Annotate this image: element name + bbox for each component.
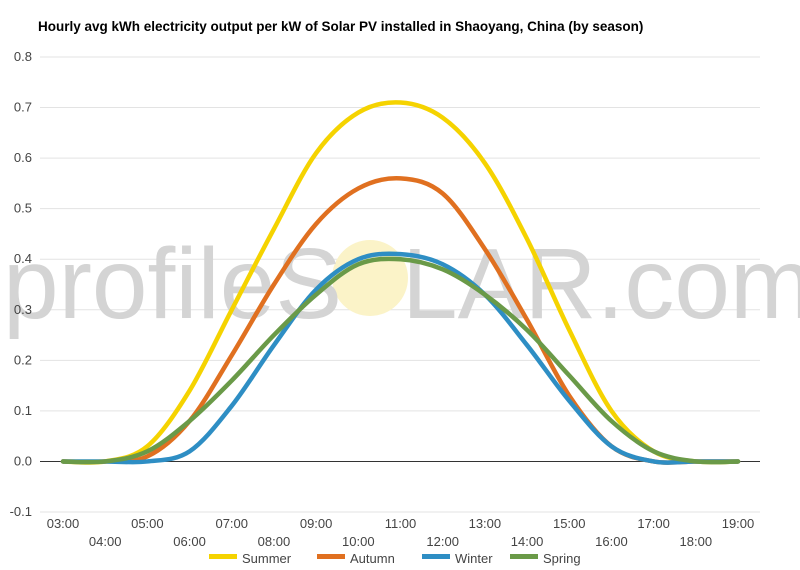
legend-label: Spring	[543, 551, 581, 566]
series-line-spring	[60, 256, 741, 465]
legend-swatch	[209, 554, 237, 559]
grid-lines	[40, 56, 760, 513]
y-tick-label: 0.5	[14, 201, 32, 216]
series-line-summer	[60, 100, 741, 465]
y-tick-label: -0.1	[10, 504, 32, 519]
series-line-winter	[60, 251, 741, 465]
legend-swatch	[317, 554, 345, 559]
x-tick-label: 03:00	[47, 516, 80, 531]
legend-item-autumn[interactable]: Autumn	[317, 551, 395, 566]
x-tick-label: 18:00	[680, 534, 713, 549]
x-tick-label: 15:00	[553, 516, 586, 531]
x-tick-label: 17:00	[637, 516, 670, 531]
y-axis-ticks: -0.1 0.0 0.1 0.2 0.3 0.4 0.5 0.6 0.7 0.8	[10, 49, 32, 519]
legend-label: Summer	[242, 551, 292, 566]
x-tick-label: 16:00	[595, 534, 628, 549]
legend-swatch	[422, 554, 450, 559]
chart-title: Hourly avg kWh electricity output per kW…	[38, 19, 644, 34]
y-tick-label: 0.1	[14, 403, 32, 418]
watermark-text-right: LAR.com	[402, 228, 800, 340]
legend-item-summer[interactable]: Summer	[209, 551, 292, 566]
legend: Summer Autumn Winter Spring	[209, 551, 581, 566]
series-lines	[60, 100, 741, 465]
y-tick-label: 0.8	[14, 49, 32, 64]
x-tick-label: 13:00	[469, 516, 502, 531]
x-tick-label: 12:00	[426, 534, 459, 549]
y-tick-label: 0.3	[14, 302, 32, 317]
y-tick-label: 0.0	[14, 453, 32, 468]
legend-swatch	[510, 554, 538, 559]
x-tick-label: 07:00	[215, 516, 248, 531]
x-axis-ticks: 03:00 04:00 05:00 06:00 07:00 08:00 09:00 10:00…	[47, 516, 755, 549]
x-tick-label: 09:00	[300, 516, 333, 531]
y-tick-label: 0.7	[14, 100, 32, 115]
y-tick-label: 0.6	[14, 150, 32, 165]
legend-item-winter[interactable]: Winter	[422, 551, 493, 566]
x-tick-label: 08:00	[258, 534, 291, 549]
legend-item-spring[interactable]: Spring	[510, 551, 581, 566]
x-tick-label: 14:00	[511, 534, 544, 549]
x-tick-label: 11:00	[385, 516, 417, 531]
x-tick-label: 05:00	[131, 516, 164, 531]
x-tick-label: 19:00	[722, 516, 755, 531]
y-tick-label: 0.4	[14, 251, 32, 266]
watermark-sun-icon	[332, 240, 408, 316]
x-tick-label: 06:00	[173, 534, 206, 549]
y-tick-label: 0.2	[14, 352, 32, 367]
x-tick-label: 10:00	[342, 534, 375, 549]
legend-label: Autumn	[350, 551, 395, 566]
watermark: profileS LAR.com	[3, 228, 800, 340]
legend-label: Winter	[455, 551, 493, 566]
x-tick-label: 04:00	[89, 534, 122, 549]
